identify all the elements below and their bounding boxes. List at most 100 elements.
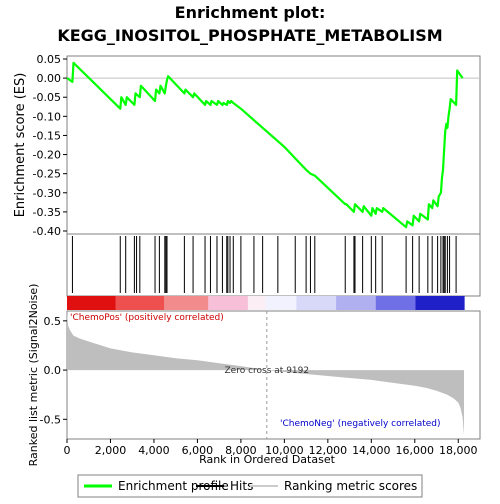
band-segment — [380, 296, 386, 310]
band-segment — [97, 296, 103, 310]
band-segment — [375, 296, 381, 310]
metric-x-axis-label: Rank in Ordered Dataset — [199, 453, 336, 466]
band-segment — [340, 296, 346, 310]
band-segment — [318, 296, 324, 310]
zero-cross-label: Zero cross at 9192 — [225, 366, 310, 376]
band-segment — [137, 296, 143, 310]
metric-x-tick-label: 8,000 — [225, 444, 257, 457]
band-segment — [450, 296, 456, 310]
metric-y-tick-label: -0.5 — [40, 413, 61, 426]
band-segment — [172, 296, 178, 310]
es-y-tick-label: -0.15 — [33, 129, 61, 142]
band-segment — [247, 296, 253, 310]
metric-x-tick-label: 10,000 — [265, 444, 304, 457]
band-segment — [186, 296, 192, 310]
metric-x-tick-label: 14,000 — [352, 444, 391, 457]
band-segment — [155, 296, 161, 310]
metric-y-tick-label: 0.5 — [44, 315, 62, 328]
band-segment — [393, 296, 399, 310]
band-segment — [441, 296, 447, 310]
band-segment — [124, 296, 130, 310]
band-segment — [300, 296, 306, 310]
metric-x-tick-label: 16,000 — [396, 444, 435, 457]
band-segment — [75, 296, 81, 310]
metric-x-tick-label: 6,000 — [182, 444, 214, 457]
band-segment — [164, 296, 170, 310]
ranking-color-band — [67, 296, 465, 310]
band-segment — [106, 296, 112, 310]
es-y-axis: 0.05 0.00 -0.05 -0.10 -0.15 -0.20 -0.25 -0.30 -0… — [33, 53, 67, 238]
band-segment — [225, 296, 231, 310]
band-segment — [212, 296, 218, 310]
band-segment — [177, 296, 183, 310]
band-segment — [256, 296, 262, 310]
band-segment — [287, 296, 293, 310]
band-segment — [362, 296, 368, 310]
hits-marks — [71, 236, 457, 293]
band-segment — [428, 296, 434, 310]
band-segment — [305, 296, 311, 310]
band-segment — [128, 296, 134, 310]
band-segment — [203, 296, 209, 310]
neg-correlated-label: 'ChemoNeg' (negatively correlated) — [280, 419, 441, 429]
es-y-tick-label: -0.20 — [33, 149, 61, 162]
band-segment — [358, 296, 364, 310]
legend-label: Hits — [230, 479, 253, 493]
chart-title-line2: KEGG_INOSITOL_PHOSPHATE_METABOLISM — [57, 26, 442, 45]
band-segment — [93, 296, 99, 310]
band-segment — [419, 296, 425, 310]
band-segment — [424, 296, 430, 310]
metric-x-tick-label: 18,000 — [439, 444, 478, 457]
es-y-axis-label: Enrichment score (ES) — [13, 73, 28, 218]
band-segment — [327, 296, 333, 310]
band-segment — [309, 296, 315, 310]
band-segment — [411, 296, 417, 310]
metric-x-tick-label: 0 — [64, 444, 71, 457]
metric-x-tick-label: 4,000 — [138, 444, 170, 457]
band-segment — [283, 296, 289, 310]
band-segment — [314, 296, 320, 310]
band-segment — [194, 296, 200, 310]
metric-x-tick-label: 12,000 — [309, 444, 348, 457]
band-segment — [146, 296, 152, 310]
band-segment — [89, 296, 95, 310]
band-segment — [133, 296, 139, 310]
band-segment — [349, 296, 355, 310]
metric-x-axis: 0 2,000 4,000 6,000 8,000 10,000 12,000 14,000 1… — [64, 439, 478, 457]
band-segment — [190, 296, 196, 310]
legend-label: Enrichment profile — [118, 479, 229, 493]
metric-y-axis: 0.5 0.0 -0.5 — [40, 315, 67, 426]
metric-x-tick-label: 2,000 — [95, 444, 127, 457]
band-segment — [433, 296, 439, 310]
chart-title-line1: Enrichment plot: — [175, 3, 326, 22]
band-segment — [331, 296, 337, 310]
es-y-tick-label: -0.40 — [33, 225, 61, 238]
band-segment — [455, 296, 461, 310]
es-y-tick-label: 0.05 — [37, 53, 62, 66]
band-segment — [102, 296, 108, 310]
band-segment — [199, 296, 205, 310]
band-segment — [322, 296, 328, 310]
es-y-tick-label: -0.25 — [33, 168, 61, 181]
band-segment — [181, 296, 187, 310]
band-segment — [353, 296, 359, 310]
es-panel-frame — [66, 55, 481, 235]
band-segment — [230, 296, 236, 310]
enrichment-profile-line — [66, 61, 464, 229]
band-segment — [261, 296, 267, 310]
band-segment — [67, 296, 73, 310]
metric-y-tick-label: 0.0 — [44, 364, 62, 377]
band-segment — [111, 296, 117, 310]
band-segment — [397, 296, 403, 310]
band-segment — [366, 296, 372, 310]
es-y-tick-label: -0.30 — [33, 187, 61, 200]
es-y-tick-label: -0.10 — [33, 110, 61, 123]
enrichment-profile-series — [66, 61, 464, 229]
band-segment — [389, 296, 395, 310]
band-segment — [278, 296, 284, 310]
band-segment — [252, 296, 258, 310]
band-segment — [265, 296, 271, 310]
es-y-tick-label: 0.00 — [37, 72, 62, 85]
band-segment — [274, 296, 280, 310]
